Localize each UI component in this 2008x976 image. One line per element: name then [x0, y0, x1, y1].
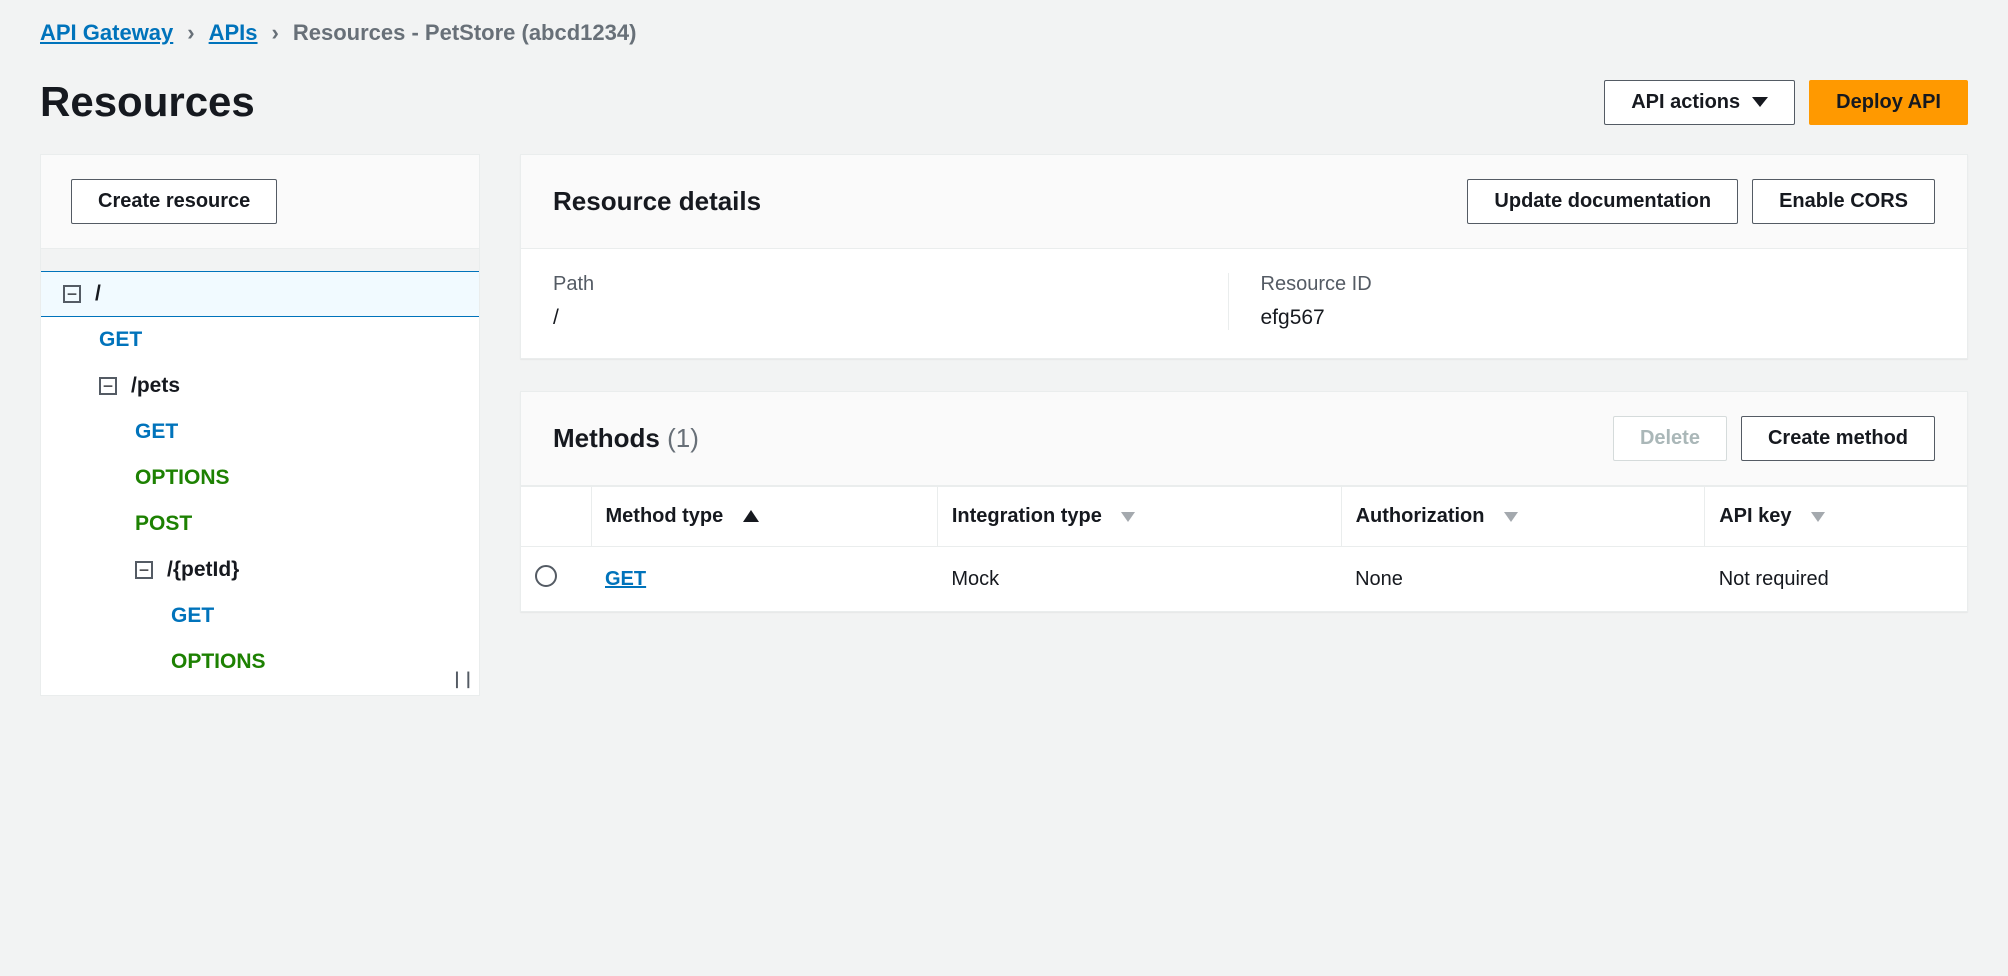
create-method-button[interactable]: Create method: [1741, 416, 1935, 461]
tree-node-label: /{petId}: [167, 558, 239, 582]
methods-table: Method type Integration type Authorizati…: [521, 487, 1967, 611]
breadcrumb-current: Resources - PetStore (abcd1234): [293, 20, 637, 46]
methods-count: (1): [667, 423, 699, 453]
resource-id-value: efg567: [1261, 306, 1904, 330]
tree-method-get[interactable]: GET: [41, 317, 479, 363]
table-row[interactable]: GET Mock None Not required: [521, 547, 1967, 612]
method-label: GET: [135, 420, 178, 444]
col-integration-type[interactable]: Integration type: [937, 487, 1341, 547]
card-title: Resource details: [553, 186, 761, 217]
tree-method-options[interactable]: OPTIONS: [41, 639, 479, 685]
method-label: GET: [171, 604, 214, 628]
methods-card: Methods (1) Delete Create method: [520, 391, 1968, 612]
card-title: Methods (1): [553, 423, 699, 454]
breadcrumb-link-apis[interactable]: APIs: [209, 20, 258, 46]
sort-icon: [1121, 512, 1135, 522]
col-authorization[interactable]: Authorization: [1341, 487, 1705, 547]
breadcrumb: API Gateway › APIs › Resources - PetStor…: [40, 20, 1968, 46]
col-label: API key: [1719, 505, 1791, 527]
breadcrumb-link-api-gateway[interactable]: API Gateway: [40, 20, 173, 46]
api-actions-button[interactable]: API actions: [1604, 80, 1795, 125]
tree-node-root[interactable]: − /: [41, 271, 479, 317]
col-method-type[interactable]: Method type: [591, 487, 937, 547]
col-api-key[interactable]: API key: [1705, 487, 1967, 547]
caret-down-icon: [1752, 97, 1768, 107]
method-link[interactable]: GET: [605, 568, 646, 590]
methods-title-text: Methods: [553, 423, 660, 453]
create-resource-button[interactable]: Create resource: [71, 179, 277, 224]
sort-ascending-icon: [743, 510, 759, 522]
method-label: GET: [99, 328, 142, 352]
tree-node-label: /: [95, 282, 101, 306]
tree-method-get[interactable]: GET: [41, 593, 479, 639]
path-value: /: [553, 306, 1196, 330]
row-select-radio[interactable]: [535, 565, 557, 587]
resource-tree-panel: Create resource − / GET − /pets GET: [40, 154, 480, 696]
page-title: Resources: [40, 78, 255, 126]
resource-id-label: Resource ID: [1261, 273, 1904, 296]
resize-handle-icon[interactable]: ❘❘: [450, 669, 473, 689]
chevron-right-icon: ›: [272, 20, 279, 46]
tree-method-options[interactable]: OPTIONS: [41, 455, 479, 501]
method-label: OPTIONS: [135, 466, 230, 490]
delete-method-button[interactable]: Delete: [1613, 416, 1727, 461]
col-label: Authorization: [1356, 505, 1485, 527]
collapse-icon[interactable]: −: [135, 561, 153, 579]
update-documentation-button[interactable]: Update documentation: [1467, 179, 1738, 224]
tree-node-label: /pets: [131, 374, 180, 398]
tree-node-petid[interactable]: − /{petId}: [41, 547, 479, 593]
resource-details-card: Resource details Update documentation En…: [520, 154, 1968, 359]
integration-cell: Mock: [937, 547, 1341, 612]
col-label: Method type: [606, 505, 724, 527]
deploy-api-button[interactable]: Deploy API: [1809, 80, 1968, 125]
col-label: Integration type: [952, 505, 1102, 527]
authorization-cell: None: [1341, 547, 1705, 612]
collapse-icon[interactable]: −: [63, 285, 81, 303]
method-label: OPTIONS: [171, 650, 266, 674]
tree-method-get[interactable]: GET: [41, 409, 479, 455]
api-key-cell: Not required: [1705, 547, 1967, 612]
chevron-right-icon: ›: [187, 20, 194, 46]
tree-node-pets[interactable]: − /pets: [41, 363, 479, 409]
api-actions-label: API actions: [1631, 91, 1740, 114]
sort-icon: [1504, 512, 1518, 522]
enable-cors-button[interactable]: Enable CORS: [1752, 179, 1935, 224]
method-label: POST: [135, 512, 192, 536]
resource-tree: − / GET − /pets GET OPTIONS POST: [41, 271, 479, 695]
path-label: Path: [553, 273, 1196, 296]
sort-icon: [1811, 512, 1825, 522]
tree-method-post[interactable]: POST: [41, 501, 479, 547]
collapse-icon[interactable]: −: [99, 377, 117, 395]
